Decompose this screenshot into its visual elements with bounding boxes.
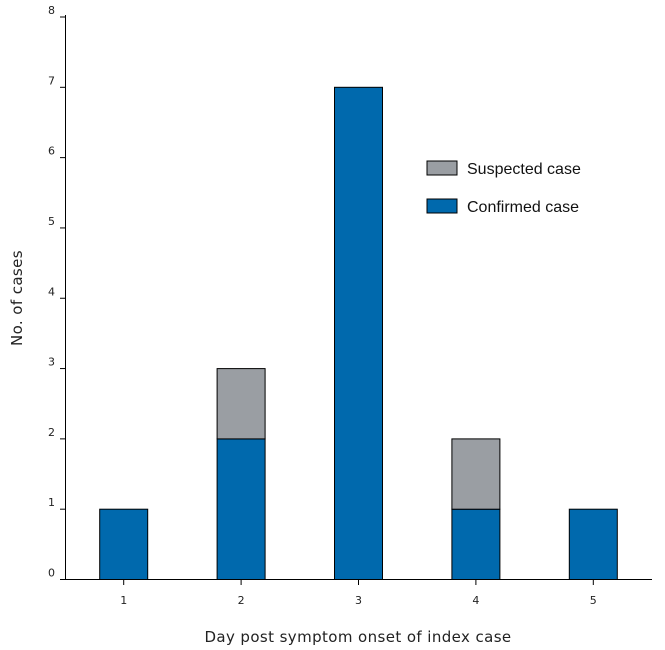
x-tick-label: 2 <box>238 594 245 607</box>
legend-swatch-suspected <box>426 160 458 176</box>
bar-confirmed-case-day-3 <box>334 86 383 581</box>
y-tick-label: 7 <box>48 74 55 87</box>
bar-confirmed-case-day-1 <box>99 508 149 581</box>
y-tick-label: 0 <box>48 567 55 580</box>
bar-confirmed-case-day-4 <box>451 508 501 581</box>
bars-group <box>99 86 618 581</box>
y-tick-label: 1 <box>48 496 55 509</box>
y-tick-label: 8 <box>48 4 55 17</box>
bar-confirmed-case-day-2 <box>216 438 266 580</box>
y-tick-label: 5 <box>48 215 55 228</box>
x-tick-label: 5 <box>590 594 597 607</box>
legend-swatch-confirmed <box>426 198 458 214</box>
y-ticks-group: 0 1 2 3 4 5 6 7 8 <box>48 4 65 580</box>
y-tick-label: 4 <box>48 285 55 298</box>
bar-suspected-case-day-4 <box>451 438 501 510</box>
legend: Suspected case Confirmed case <box>426 160 581 216</box>
y-tick-label: 3 <box>48 356 55 369</box>
x-tick-label: 1 <box>120 594 127 607</box>
x-tick-label: 3 <box>355 594 362 607</box>
x-axis-title: Day post symptom onset of index case <box>204 628 511 646</box>
y-tick-label: 6 <box>48 145 55 158</box>
legend-label-suspected: Suspected case <box>467 161 581 178</box>
bar-suspected-case-day-2 <box>216 368 266 440</box>
y-axis-title: No. of cases <box>8 250 26 346</box>
bar-confirmed-case-day-5 <box>568 508 618 581</box>
y-tick-label: 2 <box>48 426 55 439</box>
x-tick-label: 4 <box>472 594 479 607</box>
x-ticks-group: 1 2 3 4 5 <box>120 580 597 607</box>
legend-label-confirmed: Confirmed case <box>467 199 579 216</box>
